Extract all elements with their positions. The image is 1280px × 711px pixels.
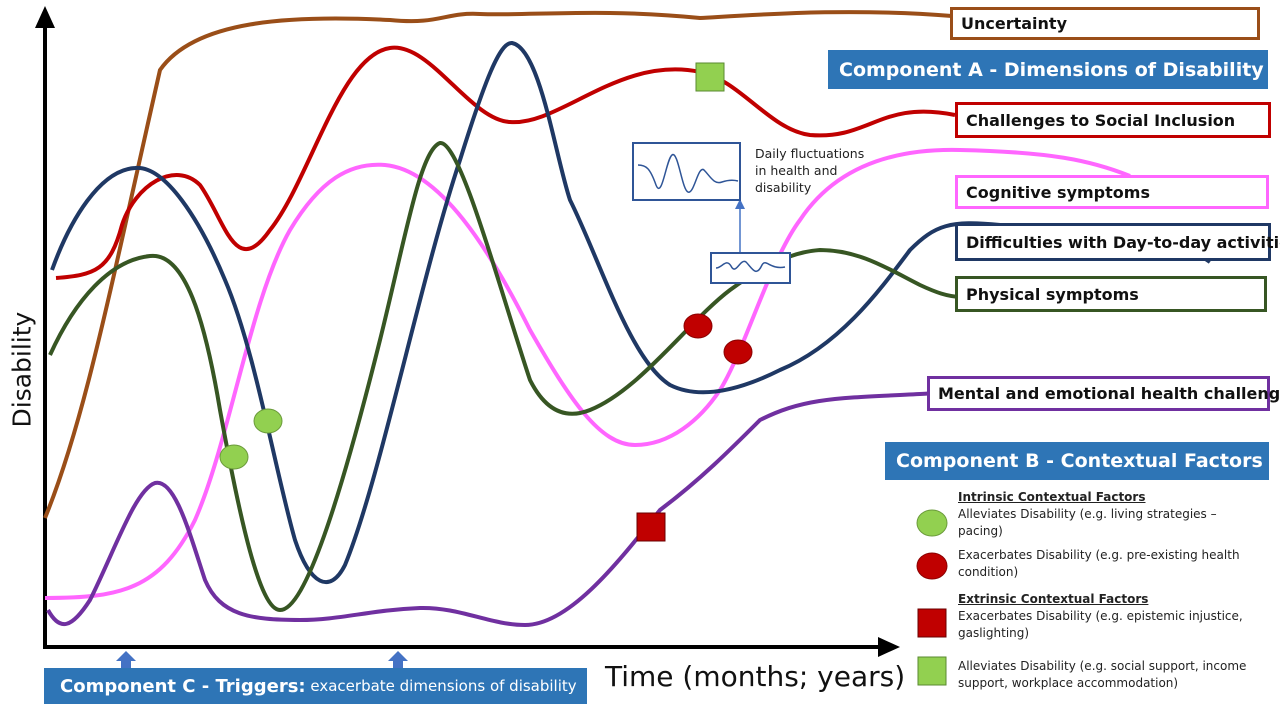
legend-intrinsic-group: Intrinsic Contextual Factors Alleviates … <box>958 489 1258 581</box>
exacerbates-marker <box>683 313 713 339</box>
label-social-inclusion: Challenges to Social Inclusion <box>955 102 1271 138</box>
alleviates-marker <box>253 408 283 434</box>
fluctuation-note-line: in health and <box>755 163 838 178</box>
fluctuation-note: Daily fluctuations in health and disabil… <box>755 145 864 196</box>
legend-intrinsic-exacerbates: Exacerbates Disability (e.g. pre-existin… <box>958 548 1240 579</box>
mental-health-curve <box>46 391 938 628</box>
component-c-bold: Component C - Triggers: <box>60 675 306 697</box>
x-axis-arrowhead <box>878 637 900 657</box>
legend-exacerbates-square <box>917 608 947 638</box>
label-cognitive: Cognitive symptoms <box>955 175 1269 209</box>
label-uncertainty-text: Uncertainty <box>961 14 1068 33</box>
component-b-banner: Component B - Contextual Factors <box>885 442 1269 480</box>
component-b-text: Component B - Contextual Factors <box>896 450 1263 472</box>
uncertainty-curve <box>43 10 953 519</box>
label-mental-health: Mental and emotional health challenges <box>927 376 1280 411</box>
social-inclusion-curve <box>55 45 956 280</box>
legend-extrinsic-group: Extrinsic Contextual Factors Exacerbates… <box>958 591 1258 692</box>
legend-alleviates-square <box>917 656 947 686</box>
extrinsic-exacerbates-marker <box>636 512 666 542</box>
callout-arrowhead <box>735 199 745 209</box>
label-physical: Physical symptoms <box>955 276 1267 312</box>
legend-intrinsic-alleviates: Alleviates Disability (e.g. living strat… <box>958 507 1217 538</box>
trigger-arrow <box>388 651 408 670</box>
legend-extrinsic-heading: Extrinsic Contextual Factors <box>958 592 1149 606</box>
legend-exacerbates-circle <box>916 552 948 580</box>
y-axis-title: Disability <box>7 311 37 428</box>
component-c-rest: exacerbate dimensions of disability <box>305 677 577 695</box>
component-a-banner: Component A - Dimensions of Disability <box>828 50 1268 89</box>
fluctuation-small-wave <box>715 260 786 273</box>
label-physical-text: Physical symptoms <box>966 284 1139 304</box>
day-to-day-curve <box>50 41 1212 585</box>
legend-extrinsic-alleviates: Alleviates Disability (e.g. social suppo… <box>958 659 1247 690</box>
cognitive-curve <box>44 147 1131 600</box>
physical-curve <box>48 141 963 613</box>
component-c-banner: Component C - Triggers: exacerbate dimen… <box>44 668 587 704</box>
legend-alleviates-circle <box>916 509 948 537</box>
legend-extrinsic-exacerbates: Exacerbates Disability (e.g. epistemic i… <box>958 609 1243 640</box>
fluctuation-large-wave <box>637 154 739 193</box>
extrinsic-alleviates-marker <box>695 62 725 92</box>
fluctuation-note-line: disability <box>755 180 812 195</box>
label-day-to-day-text: Difficulties with Day-to-day activities <box>966 232 1280 252</box>
component-a-text: Component A - Dimensions of Disability <box>839 58 1264 81</box>
trigger-arrow <box>116 651 136 670</box>
label-mental-health-text: Mental and emotional health challenges <box>938 384 1280 403</box>
x-axis-title: Time (months; years) <box>605 660 906 693</box>
y-axis-arrowhead <box>35 6 55 28</box>
fluctuation-note-line: Daily fluctuations <box>755 146 865 161</box>
alleviates-marker <box>219 444 249 470</box>
label-day-to-day: Difficulties with Day-to-day activities <box>955 223 1280 261</box>
legend-intrinsic-heading: Intrinsic Contextual Factors <box>958 490 1146 504</box>
exacerbates-marker <box>723 339 753 365</box>
label-uncertainty: Uncertainty <box>950 7 1260 40</box>
label-social-inclusion-text: Challenges to Social Inclusion <box>966 110 1236 130</box>
label-cognitive-text: Cognitive symptoms <box>966 182 1150 202</box>
